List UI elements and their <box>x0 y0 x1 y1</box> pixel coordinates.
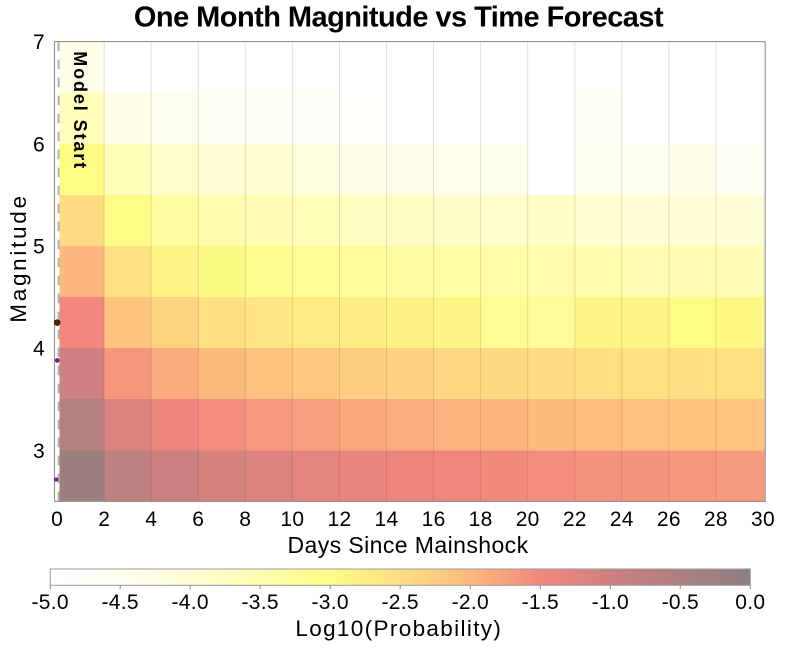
svg-text:4: 4 <box>33 338 45 361</box>
svg-text:4: 4 <box>145 508 157 531</box>
svg-text:6: 6 <box>33 133 45 156</box>
svg-text:One Month Magnitude vs Time Fo: One Month Magnitude vs Time Forecast <box>134 2 664 34</box>
svg-text:2: 2 <box>98 508 110 531</box>
svg-text:7: 7 <box>33 31 45 54</box>
svg-text:-2.0: -2.0 <box>452 591 489 614</box>
svg-text:-3.0: -3.0 <box>312 591 349 614</box>
svg-text:26: 26 <box>657 508 681 531</box>
svg-text:-5.0: -5.0 <box>32 591 69 614</box>
svg-text:8: 8 <box>239 508 251 531</box>
svg-text:Days Since Mainshock: Days Since Mainshock <box>287 532 528 558</box>
svg-text:-0.5: -0.5 <box>662 591 699 614</box>
svg-text:3: 3 <box>33 440 45 463</box>
svg-text:0.0: 0.0 <box>735 591 765 614</box>
svg-text:24: 24 <box>610 508 634 531</box>
svg-text:Magnitude: Magnitude <box>6 193 31 322</box>
svg-text:-4.5: -4.5 <box>102 591 139 614</box>
svg-text:12: 12 <box>328 508 352 531</box>
svg-text:-2.5: -2.5 <box>382 591 419 614</box>
svg-text:-4.0: -4.0 <box>172 591 209 614</box>
svg-text:30: 30 <box>751 508 775 531</box>
svg-text:22: 22 <box>563 508 587 531</box>
svg-text:16: 16 <box>422 508 446 531</box>
svg-text:0: 0 <box>51 508 63 531</box>
svg-text:-1.5: -1.5 <box>522 591 559 614</box>
svg-text:-1.0: -1.0 <box>592 591 629 614</box>
svg-text:5: 5 <box>33 236 45 259</box>
svg-text:-3.5: -3.5 <box>242 591 279 614</box>
svg-text:10: 10 <box>280 508 304 531</box>
svg-text:14: 14 <box>375 508 399 531</box>
svg-text:20: 20 <box>516 508 540 531</box>
svg-text:Model Start: Model Start <box>70 51 90 170</box>
svg-text:28: 28 <box>704 508 728 531</box>
svg-text:Log10(Probability): Log10(Probability) <box>295 616 502 641</box>
svg-text:18: 18 <box>469 508 493 531</box>
svg-text:6: 6 <box>192 508 204 531</box>
